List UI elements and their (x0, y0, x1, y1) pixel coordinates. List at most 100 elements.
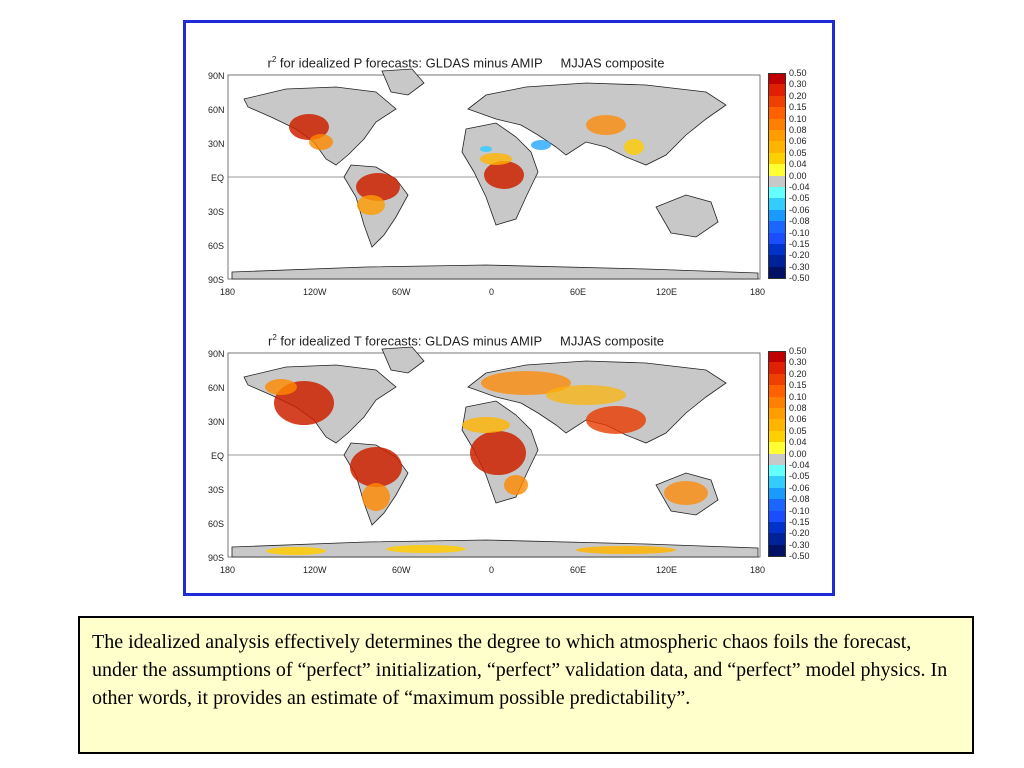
anomaly-blob (586, 115, 626, 135)
colorbar-swatch (768, 255, 786, 267)
colorbar-label: 0.10 (789, 113, 807, 124)
australia-land (655, 194, 719, 238)
colorbar-swatch (768, 533, 786, 545)
svg-text:180: 180 (750, 287, 765, 297)
anomaly-blob (386, 545, 466, 553)
colorbar-swatch (768, 266, 786, 280)
svg-text:60W: 60W (392, 565, 411, 575)
lat-labels: 90N 60N 30N EQ 30S 60S 90S (208, 71, 225, 285)
svg-text:120E: 120E (656, 287, 677, 297)
colorbar-label: -0.30 (789, 261, 810, 272)
colorbar-label: -0.50 (789, 273, 810, 284)
colorbar-label: 0.20 (789, 368, 807, 379)
colorbar-swatch (768, 141, 786, 153)
colorbar-label: 0.15 (789, 102, 807, 113)
colorbar-swatch (768, 362, 786, 374)
svg-text:180: 180 (750, 565, 765, 575)
svg-text:EQ: EQ (211, 451, 224, 461)
colorbar-swatch (768, 221, 786, 233)
colorbar-swatch (768, 476, 786, 488)
colorbar-label: -0.04 (789, 460, 810, 470)
anomaly-blob (350, 447, 402, 487)
svg-text:90S: 90S (208, 553, 224, 563)
colorbar-swatch (768, 385, 786, 397)
colorbar-label: 0.06 (789, 136, 807, 147)
svg-text:90S: 90S (208, 275, 224, 285)
panel-title: r2 for idealized P forecasts: GLDAS minu… (267, 55, 665, 71)
colorbar-label: 0.04 (789, 159, 807, 170)
colorbar-swatch (768, 152, 786, 165)
colorbar-swatch (768, 430, 786, 443)
svg-text:60E: 60E (570, 287, 586, 297)
colorbar-swatch (768, 373, 786, 386)
colorbar-label: 0.50 (789, 68, 807, 78)
antarctica-land (231, 264, 759, 280)
colorbar-swatch (768, 419, 786, 431)
colorbar-swatch (768, 164, 786, 176)
colorbar-swatch (768, 408, 786, 420)
colorbar-swatch (768, 73, 786, 86)
anomaly-blob (265, 379, 297, 395)
anomaly-blob (357, 195, 385, 215)
caption-box: The idealized analysis effectively deter… (78, 616, 974, 754)
anomaly-blob (266, 547, 326, 555)
anomaly-blob (576, 546, 676, 554)
greenland-land (381, 68, 425, 96)
colorbar-label: 0.10 (789, 391, 807, 402)
anomaly-blob (504, 475, 528, 495)
colorbar-swatch (768, 522, 786, 534)
colorbar-label: -0.04 (789, 182, 810, 192)
colorbar-swatch (768, 453, 786, 465)
colorbar-label: 0.00 (789, 448, 807, 459)
colorbar-label: -0.20 (789, 528, 810, 539)
colorbar-swatch (768, 465, 786, 477)
colorbar-label: 0.05 (789, 425, 807, 436)
temp-anomalies (265, 371, 708, 555)
colorbar-label: 0.30 (789, 357, 807, 368)
lat-labels: 90N 60N 30N EQ 30S 60S 90S (208, 349, 225, 563)
temp-panel: r2 for idealized T forecasts: GLDAS minu… (186, 325, 838, 595)
greenland-land (381, 346, 425, 374)
colorbar-swatch (768, 107, 786, 119)
colorbar-swatch (768, 442, 786, 454)
colorbar-label: -0.05 (789, 193, 810, 204)
colorbar-label: -0.15 (789, 239, 810, 249)
colorbar-label: 0.30 (789, 79, 807, 90)
svg-text:60N: 60N (208, 383, 225, 393)
anomaly-blob (309, 134, 333, 150)
colorbar-label: -0.08 (789, 216, 810, 227)
anomaly-blob (664, 481, 708, 505)
colorbar-swatch (768, 209, 786, 222)
anomaly-blob (481, 371, 571, 395)
svg-text:90N: 90N (208, 71, 225, 81)
colorbar-label: 0.06 (789, 414, 807, 425)
svg-text:60S: 60S (208, 241, 224, 251)
colorbar-label: 0.50 (789, 346, 807, 356)
anomaly-blob (624, 139, 644, 155)
colorbar-label: -0.10 (789, 227, 810, 238)
svg-text:90N: 90N (208, 349, 225, 359)
colorbar-swatch (768, 396, 786, 408)
lon-labels: 180 120W 60W 0 60E 120E 180 (220, 565, 765, 575)
colorbar-label: 0.08 (789, 125, 807, 135)
anomaly-blob (289, 114, 329, 140)
colorbar-swatch (768, 84, 786, 96)
anomaly-blob (356, 173, 400, 201)
colorbar-label: 0.05 (789, 147, 807, 158)
colorbar-swatch (768, 351, 786, 364)
colorbar-label: -0.20 (789, 250, 810, 261)
precip-anomalies (289, 114, 644, 215)
colorbar-swatch (768, 118, 786, 130)
colorbar-label: 0.15 (789, 380, 807, 391)
svg-text:120W: 120W (303, 565, 327, 575)
colorbar-label: -0.30 (789, 539, 810, 550)
colorbar-label: 0.08 (789, 403, 807, 413)
colorbar-swatch (768, 544, 786, 558)
lon-labels: 180 120W 60W 0 60E 120E 180 (220, 287, 765, 297)
panel-title: r2 for idealized T forecasts: GLDAS minu… (267, 333, 665, 349)
temp-map: 90N 60N 30N EQ 30S 60S 90S 180 120W 60W … (208, 346, 765, 575)
anomaly-blob (470, 431, 526, 475)
colorbar-swatch (768, 499, 786, 511)
svg-text:60N: 60N (208, 105, 225, 115)
svg-text:30N: 30N (208, 417, 225, 427)
